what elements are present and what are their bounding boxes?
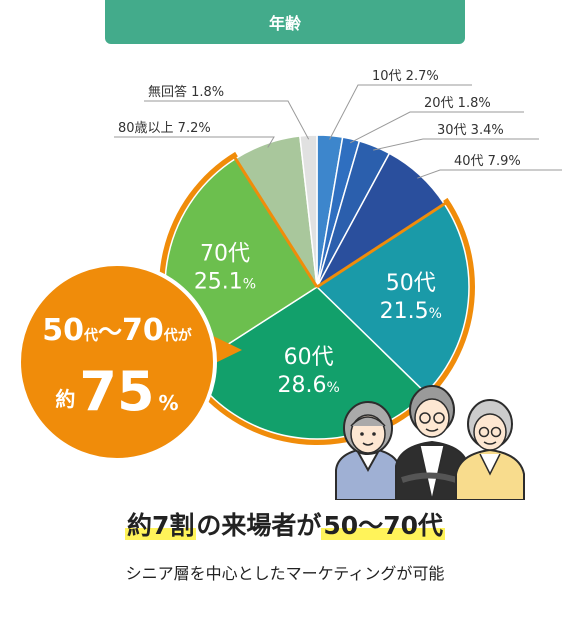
outside-label-8: 無回答 1.8% xyxy=(148,84,224,100)
svg-text:50代〜70代が: 50代〜70代が xyxy=(42,313,193,348)
outside-label-0: 10代 2.7% xyxy=(372,69,439,84)
slice-label-4: 50代 xyxy=(386,271,436,296)
callout-dai-1: 代 xyxy=(83,327,98,344)
leader-line-2 xyxy=(373,138,539,151)
slice-label-6: 70代 xyxy=(200,242,250,267)
callout-yaku: 約 xyxy=(55,387,75,411)
chart-category-header: 年齢 xyxy=(105,0,465,44)
pie-slice-8 xyxy=(299,134,318,288)
outside-label-2: 30代 3.4% xyxy=(437,123,504,138)
callout-percent: % xyxy=(159,391,179,415)
pie-slice-4 xyxy=(315,202,470,395)
leader-line-3 xyxy=(417,169,562,179)
slice-value-4: 21.5% xyxy=(380,299,442,324)
highlight-edge-1 xyxy=(232,154,319,288)
leader-line-8 xyxy=(144,100,310,140)
headline-middle: の来場者が xyxy=(196,511,322,540)
header-title: 年齢 xyxy=(268,14,301,33)
subtext: シニア層を中心としたマーケティングが可能 xyxy=(125,564,445,583)
highlight-edge-0 xyxy=(316,200,449,289)
callout-50: 50 xyxy=(42,313,84,348)
callout-tilde: 〜 xyxy=(98,318,122,346)
leader-line-1 xyxy=(349,111,524,144)
slice-value-6: 25.1% xyxy=(194,270,256,295)
callout-ga: が xyxy=(178,327,193,344)
outside-label-7: 80歳以上 7.2% xyxy=(118,121,211,136)
outside-label-1: 20代 1.8% xyxy=(424,96,491,111)
headline: 約7割の来場者が50〜70代 xyxy=(0,506,570,542)
callout-70: 70 xyxy=(122,313,164,348)
slice-label-5: 60代 xyxy=(284,345,334,370)
slice-value-5: 28.6% xyxy=(277,373,339,398)
svg-text:約75%: 約75% xyxy=(55,360,178,423)
callout-bubble: 50代〜70代が 約75% xyxy=(17,262,242,462)
seniors-illustration-icon xyxy=(335,385,525,500)
leader-line-7 xyxy=(114,136,275,148)
headline-highlight-1: 約7割 xyxy=(124,511,197,540)
headline-highlight-2: 50〜70代 xyxy=(321,511,445,540)
callout-75: 75 xyxy=(79,360,154,423)
leader-line-0 xyxy=(329,84,472,140)
callout-dai-2: 代 xyxy=(163,327,178,344)
outside-label-3: 40代 7.9% xyxy=(454,154,521,169)
